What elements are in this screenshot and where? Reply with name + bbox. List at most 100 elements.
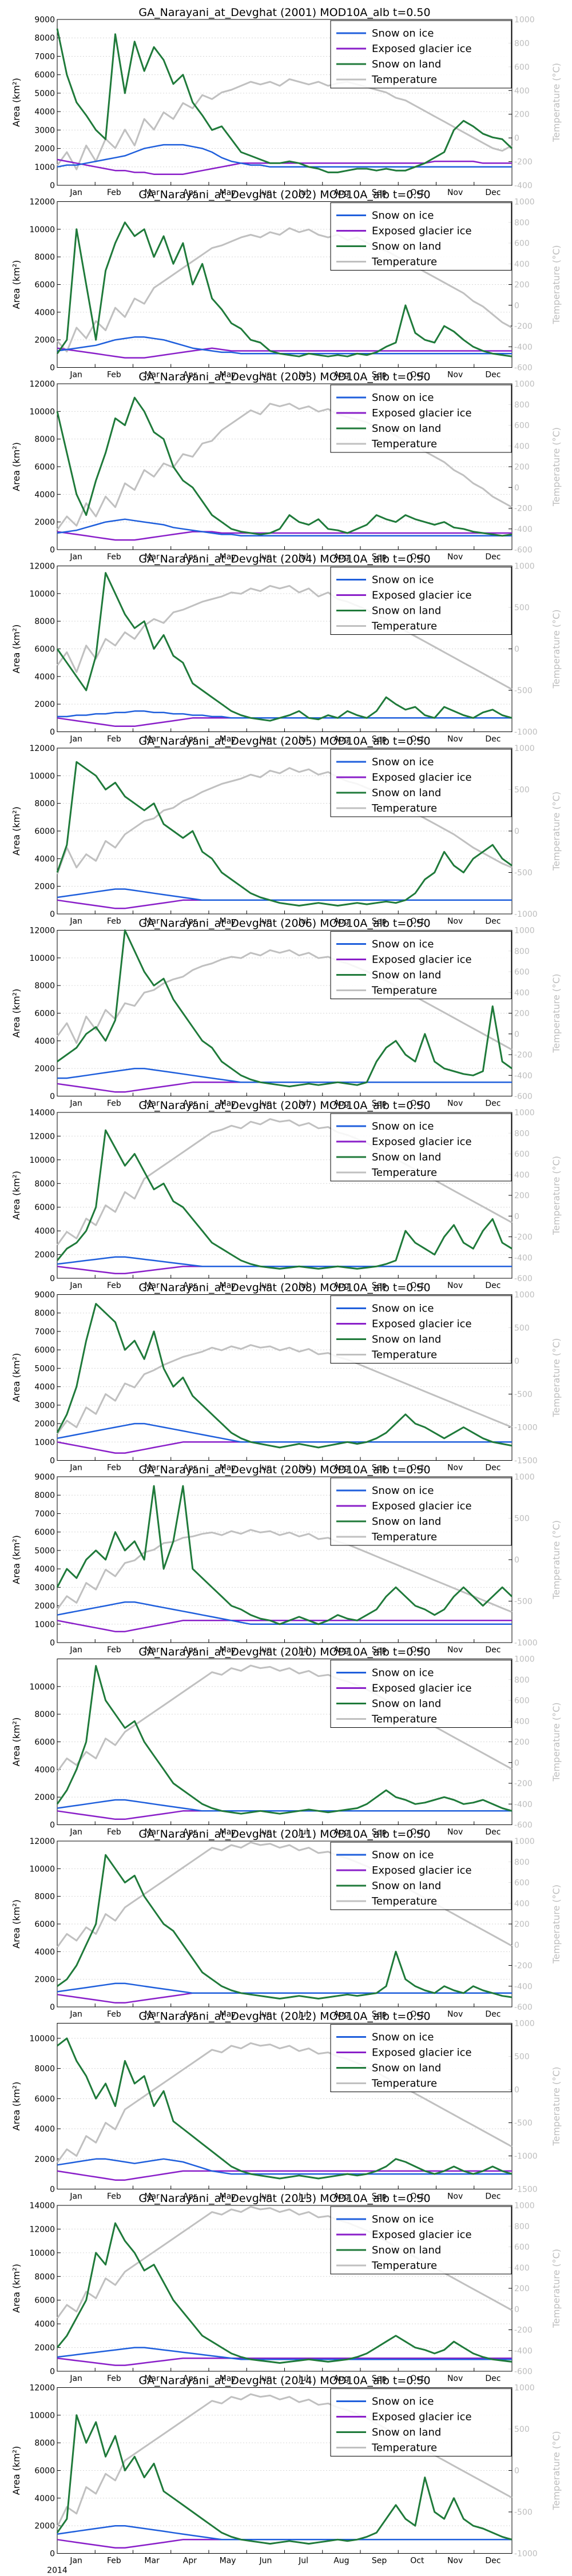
y2-tick-label: -600 xyxy=(514,546,533,555)
legend-label: Exposed glacier ice xyxy=(372,1500,472,1512)
y2-axis-label: Temperature (°C) xyxy=(551,2066,562,2146)
snow-on-land-line xyxy=(56,1129,513,1270)
x-tick-label: Jul xyxy=(298,2557,308,2566)
y-tick-label: 0 xyxy=(50,2003,55,2012)
x-tick-label: Jun xyxy=(259,371,272,380)
x-tick-label: Aug xyxy=(333,188,349,197)
panel-title: GA_Narayani_at_Devghat (2003) MOD10A_alb… xyxy=(138,371,430,383)
y2-tick-label: -400 xyxy=(514,1800,533,1809)
panel-title: GA_Narayani_at_Devghat (2009) MOD10A_alb… xyxy=(138,1464,430,1476)
y-axis-label: Area (km²) xyxy=(11,1899,22,1949)
x-tick-label: May xyxy=(220,917,236,926)
x-tick-label: May xyxy=(220,1464,236,1473)
x-tick-label: Jun xyxy=(259,2557,272,2566)
legend-label: Snow on ice xyxy=(372,1120,434,1132)
x-tick-label: Oct xyxy=(410,188,424,197)
x-tick-label: Nov xyxy=(447,917,463,926)
x-tick-label: May xyxy=(220,2557,236,2566)
y-tick-label: 10000 xyxy=(29,1156,55,1165)
exposed-glacier-ice-line xyxy=(57,2539,512,2549)
x-tick-label: Mar xyxy=(144,1281,160,1290)
panel-title: GA_Narayani_at_Devghat (2007) MOD10A_alb… xyxy=(138,1099,430,1112)
y-tick-label: 0 xyxy=(50,1821,55,1830)
x-tick-label: May xyxy=(220,1281,236,1290)
legend-label: Snow on land xyxy=(372,1516,441,1528)
x-tick-label: Apr xyxy=(183,2010,197,2019)
y-axis-label: Area (km²) xyxy=(11,2082,22,2131)
legend-label: Snow on ice xyxy=(372,1303,434,1315)
y-tick-label: 12000 xyxy=(29,1837,55,1846)
x-tick-label: Jul xyxy=(298,1099,308,1108)
y2-tick-label: -400 xyxy=(514,2347,533,2356)
y2-tick-label: -200 xyxy=(514,1962,533,1971)
x-tick-label: Sep xyxy=(372,552,387,562)
x-tick-label: Dec xyxy=(485,188,500,197)
x-tick-label: Jul xyxy=(298,1828,308,1837)
y-tick-label: 6000 xyxy=(34,645,55,654)
x-tick-label: Dec xyxy=(485,1645,500,1655)
x-tick-label: Jan xyxy=(69,917,82,926)
x-tick-label: Jan xyxy=(69,552,82,562)
y-tick-label: 10000 xyxy=(29,2411,55,2420)
y2-axis-label: Temperature (°C) xyxy=(551,1156,562,1235)
y2-tick-label: 800 xyxy=(514,400,530,410)
y2-tick-label: -500 xyxy=(514,686,533,695)
legend-label: Temperature xyxy=(371,802,437,814)
x-tick-label: Sep xyxy=(372,371,387,380)
y2-axis-label: Temperature (°C) xyxy=(551,973,562,1053)
snow-on-ice-line xyxy=(57,1256,512,1267)
x-tick-label: Dec xyxy=(485,1464,500,1473)
x-tick-label: Oct xyxy=(410,2192,424,2201)
y2-axis-label: Temperature (°C) xyxy=(551,63,562,142)
y-tick-label: 8000 xyxy=(34,2065,55,2074)
x-tick-label: Jul xyxy=(298,188,308,197)
x-tick-label: Jan xyxy=(69,1645,82,1655)
panel-title: GA_Narayani_at_Devghat (2006) MOD10A_alb… xyxy=(138,917,430,930)
x-tick-label: Oct xyxy=(410,2010,424,2019)
y2-tick-label: -1500 xyxy=(514,1457,538,1466)
y-tick-label: 6000 xyxy=(34,71,55,80)
y-tick-label: 4000 xyxy=(34,1565,55,1574)
y2-tick-label: 800 xyxy=(514,39,530,48)
x-tick-label: Apr xyxy=(183,371,197,380)
y-tick-label: 1000 xyxy=(34,1620,55,1629)
y-tick-label: 8000 xyxy=(34,34,55,43)
x-tick-label: Mar xyxy=(144,917,160,926)
y2-axis-label: Temperature (°C) xyxy=(551,2249,562,2328)
exposed-glacier-ice-line xyxy=(57,1441,512,1454)
x-tick-label: Aug xyxy=(333,1464,349,1473)
y-tick-label: 10000 xyxy=(29,1865,55,1874)
snow-on-ice-line xyxy=(57,888,512,901)
x-tick-label: May xyxy=(220,188,236,197)
y-tick-label: 7000 xyxy=(34,1327,55,1337)
y-tick-label: 4000 xyxy=(34,490,55,499)
x-tick-label: Jan xyxy=(69,1099,82,1108)
x-tick-label: Jun xyxy=(259,1464,272,1473)
x-tick-label: Oct xyxy=(410,552,424,562)
x-tick-label: Feb xyxy=(107,735,121,744)
y2-tick-label: 0 xyxy=(514,645,519,654)
x-tick-label: Feb xyxy=(107,188,121,197)
y-tick-label: 0 xyxy=(50,2550,55,2559)
x-tick-label: Nov xyxy=(447,1099,463,1108)
x-tick-label: Dec xyxy=(485,1099,500,1108)
y2-tick-label: 200 xyxy=(514,110,530,120)
x-tick-label: Jan xyxy=(69,1281,82,1290)
x-tick-label: Feb xyxy=(107,1099,121,1108)
snow-on-ice-line xyxy=(57,518,512,537)
legend-label: Temperature xyxy=(371,2442,437,2454)
y2-tick-label: 200 xyxy=(514,2284,530,2293)
y2-tick-label: 1000 xyxy=(514,744,535,753)
x-tick-label: Oct xyxy=(410,1281,424,1290)
x-tick-label: Jan xyxy=(69,371,82,380)
exposed-glacier-ice-line xyxy=(57,1620,512,1632)
y2-tick-label: 400 xyxy=(514,86,530,96)
x-tick-label: Sep xyxy=(372,188,387,197)
y2-tick-label: -1000 xyxy=(514,1424,538,1433)
x-tick-label: Aug xyxy=(333,552,349,562)
snow-on-ice-line xyxy=(57,1067,512,1083)
y2-tick-label: -600 xyxy=(514,2367,533,2376)
x-tick-label: Feb xyxy=(107,552,121,562)
